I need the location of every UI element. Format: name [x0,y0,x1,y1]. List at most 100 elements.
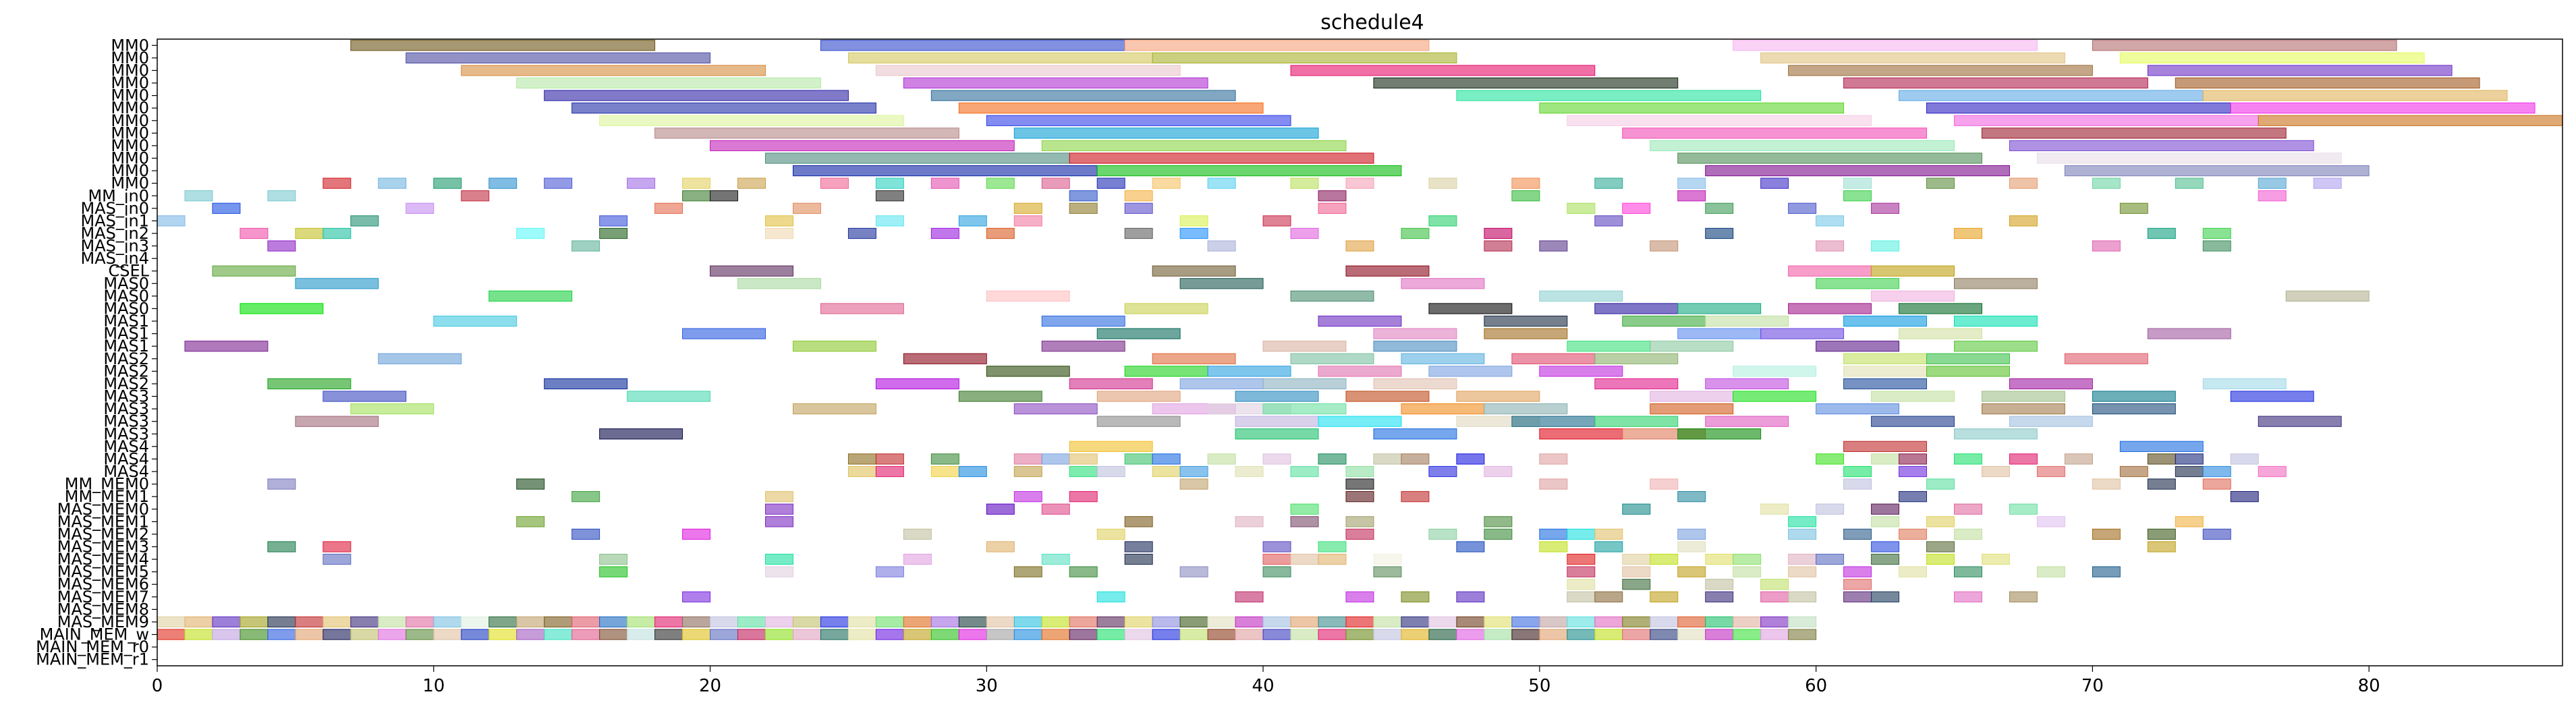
schedule-bar [1373,453,1402,465]
schedule-bar [571,616,600,628]
schedule-bar [1622,127,1928,139]
schedule-bar [1179,478,1208,490]
schedule-bar [1207,629,1236,640]
schedule-bar [1594,303,1679,314]
schedule-bar [350,629,379,640]
schedule-bar [1511,416,1596,427]
schedule-bar [1152,353,1236,364]
schedule-bar [1345,465,1374,478]
schedule-bar [378,629,407,640]
y-tick-label: MM0 [111,174,149,193]
schedule-bar [1235,616,1264,628]
schedule-bar [764,491,793,503]
schedule-bar [1290,616,1319,628]
schedule-bar [986,227,1015,239]
schedule-bar [295,629,324,640]
schedule-bar [1650,629,1679,640]
schedule-bar [433,177,462,189]
schedule-bar [682,177,711,189]
schedule-bar [240,629,269,640]
schedule-bar [1705,165,2010,177]
x-tick-label: 80 [2358,676,2380,696]
schedule-bar [1899,491,1928,503]
schedule-bar [1705,553,1734,565]
y-tick-label: MAS2 [103,374,149,393]
schedule-bar [1926,366,2010,377]
schedule-bar [1290,65,1596,76]
schedule-bar [1041,140,1347,152]
schedule-bar [1899,90,2204,101]
schedule-bar [1594,629,1623,640]
schedule-bar [1843,465,1872,478]
schedule-bar [571,240,600,252]
schedule-bar [930,453,959,465]
schedule-bar [1069,566,1098,577]
y-tick-label: MAS0 [103,274,149,293]
schedule-bar [1207,240,1236,252]
schedule-bar [1843,378,1928,390]
schedule-bar [1567,115,1872,126]
schedule-bar [1650,140,1955,152]
schedule-bar [1871,391,1955,402]
schedule-bar [1152,453,1181,465]
schedule-bar [2009,453,2038,465]
schedule-bar [1373,77,1679,89]
y-tick-label: MM0 [111,61,149,80]
schedule-bar [654,616,683,628]
schedule-bar [599,616,628,628]
schedule-bar [903,77,1208,89]
schedule-bar [2230,453,2259,465]
schedule-bar [1456,616,1485,628]
schedule-bar [1262,616,1291,628]
schedule-bar [764,516,793,528]
schedule-bar [1594,416,1679,427]
schedule-bar [1124,366,1208,377]
schedule-bar [1594,353,1679,364]
schedule-bar [1511,190,1540,202]
schedule-bar [1013,127,1319,139]
schedule-bar [764,553,793,565]
schedule-bar [1926,177,1955,189]
schedule-bar [1650,591,1679,602]
schedule-bar [1677,566,1706,577]
schedule-bar [2009,215,2038,227]
schedule-bar [1013,491,1042,503]
schedule-bar [1041,553,1070,565]
schedule-bar [875,465,904,478]
schedule-bar [1650,616,1679,628]
schedule-bar [1677,541,1706,552]
schedule-bar [1539,428,1623,440]
schedule-bar [1401,403,1485,415]
schedule-bar [599,428,683,440]
schedule-bar [1899,528,1928,540]
schedule-bar [1124,227,1153,239]
schedule-bar [875,616,904,628]
schedule-bar [1567,579,1596,590]
schedule-bar [1401,353,1485,364]
schedule-bar [2147,541,2176,552]
schedule-bar [627,616,656,628]
schedule-bar [1539,528,1568,540]
schedule-bar [1511,177,1540,189]
schedule-bar [627,391,711,402]
schedule-bar [1373,328,1457,339]
schedule-bar [1345,240,1374,252]
schedule-bar [2230,391,2314,402]
schedule-bar [1124,40,1430,51]
schedule-bar [764,152,1070,164]
schedule-bar [1235,428,1319,440]
schedule-bar [1705,416,1789,427]
schedule-bar [1456,453,1485,465]
schedule-bar [1069,440,1153,452]
y-tick-label: MAS0 [103,287,149,306]
y-tick-label: MAS_in0 [80,199,149,218]
schedule-bar [986,616,1015,628]
schedule-bar [1871,290,1955,302]
schedule-bar [737,616,766,628]
schedule-bar [240,303,324,314]
schedule-bar [1428,366,1513,377]
schedule-bar [1650,403,1734,415]
schedule-bar [1788,202,1817,214]
schedule-bar [847,52,1153,63]
schedule-bar [2202,528,2231,540]
